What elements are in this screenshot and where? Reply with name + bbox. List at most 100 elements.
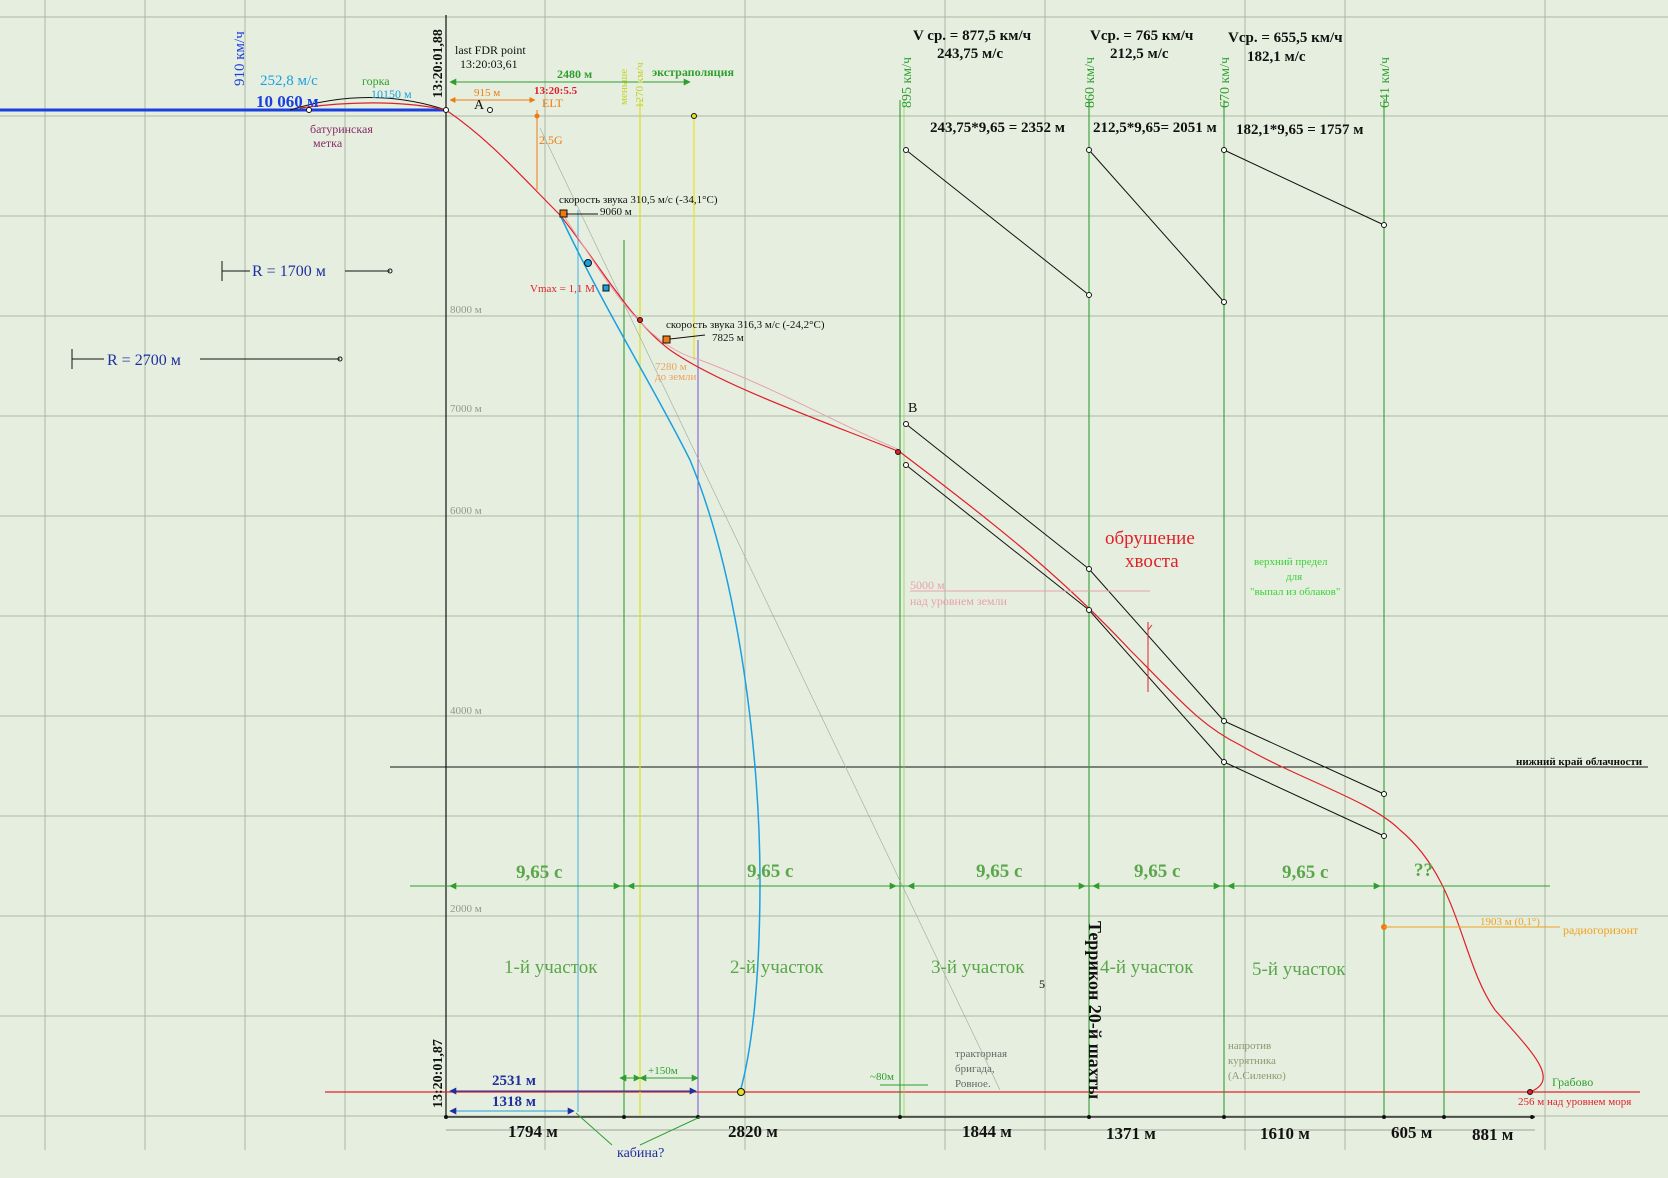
alt-mark-2000: 2000 м (450, 903, 482, 915)
avg-ms-2: 212,5 м/с (1110, 46, 1169, 62)
annotations: скорость звука 310,5 м/с (-34,1°C) 9060 … (530, 194, 1643, 1161)
speed-segments (905, 149, 1385, 837)
point-a-label: А (474, 98, 485, 113)
avg-ms-1: 243,75 м/с (937, 46, 1003, 62)
tail-collapse-1: обрушение (1105, 528, 1195, 549)
cloud-upper-1: верхний предел (1254, 556, 1328, 568)
time-interval-arrows (410, 78, 1550, 1086)
tractor-3: Ровное. (955, 1078, 991, 1090)
alt-9060: 9060 м (600, 206, 632, 218)
bottom-dist-1: 1794 м (508, 1122, 558, 1141)
segment-4: 4-й участок (1100, 957, 1194, 978)
hill-alt-label: 10150 м (371, 87, 412, 101)
vmax-label: Vmax = 1,1 M (530, 283, 595, 295)
alt-mark-4000: 4000 м (450, 705, 482, 717)
cloud-base-label: нижний край облачности (1516, 756, 1643, 768)
ground-distance-arrows (449, 1087, 697, 1115)
segment-3: 3-й участок (931, 957, 1025, 978)
dist-2531: 2531 м (492, 1073, 536, 1089)
time-top-label: 13:20:01,88 (431, 29, 446, 98)
time-interval-labels: 9,65 с 9,65 с 9,65 с 9,65 с 9,65 с ?? (516, 860, 1433, 883)
vline-label-860: 860 км/ч (1083, 57, 1098, 108)
avg-speed-3: Vср. = 655,5 км/ч (1228, 30, 1343, 46)
opposite-3: (А.Силенко) (1228, 1070, 1286, 1082)
minus80-label: ~80м (870, 1071, 894, 1083)
point-b-label: В (908, 401, 917, 416)
time-bottom-label: 13:20:01,87 (431, 1039, 446, 1108)
sound-speed-2: скорость звука 316,3 м/с (-24,2°C) (666, 319, 825, 331)
avg-ms-3: 182,1 м/с (1247, 49, 1306, 65)
elt-time-label: 13:20:5.5 (534, 85, 578, 97)
sound-speed-1: скорость звука 310,5 м/с (-34,1°C) (559, 194, 718, 206)
digit-5-label: 5 (1039, 977, 1045, 991)
distance-labels: 2531 м 1318 м 1794 м 2820 м 1844 м 1371 … (492, 1073, 1514, 1144)
trajectory-red (299, 102, 1544, 1093)
vline-label-895: 895 км/ч (900, 57, 915, 108)
altitude-10060-label: 10 060 м (256, 92, 319, 111)
interval-3: 9,65 с (976, 861, 1022, 882)
cloud-upper-3: "выпал из облаков" (1250, 586, 1340, 598)
trajectory-pink (559, 209, 901, 451)
radio-horizon-label: радиогоризонт (1563, 923, 1639, 937)
calc-1: 243,75*9,65 = 2352 м (930, 120, 1065, 136)
baturin-label-2: метка (313, 136, 343, 150)
hill-arc (289, 97, 447, 111)
interval-1: 9,65 с (516, 862, 562, 883)
segment-2: 2-й участок (730, 957, 824, 978)
bottom-dist-5: 1610 м (1260, 1124, 1310, 1143)
alt-mark-7000: 7000 м (450, 403, 482, 415)
segment-1: 1-й участок (504, 957, 598, 978)
interval-5: 9,65 с (1282, 862, 1328, 883)
bottom-dist-6: 605 м (1391, 1123, 1433, 1142)
segment-labels: 1-й участок 2-й участок 3-й участок 4-й … (504, 957, 1346, 980)
cabin-label: кабина? (617, 1146, 664, 1161)
cloud-upper-2: для (1286, 571, 1302, 583)
dist-915-label: 915 м (474, 87, 500, 99)
dist-1318: 1318 м (492, 1094, 536, 1110)
radio-alt-label: 1903 м (0,1°) (1480, 916, 1540, 928)
tractor-2: бригада, (955, 1063, 995, 1075)
to-ground: до земли (655, 371, 697, 383)
fdr-title: last FDR point (455, 43, 526, 57)
tractor-1: тракторная (955, 1048, 1007, 1060)
bottom-dist-7: 881 м (1472, 1125, 1514, 1144)
avg-speed-1: V ср. = 877,5 км/ч (913, 28, 1032, 44)
fdr-labels: last FDR point 13:20:03,61 915 м 13:20:5… (455, 43, 734, 147)
vline-label-670: 670 км/ч (1218, 57, 1233, 108)
plus150-label: +150м (648, 1065, 678, 1077)
vline-label-641: 641 км/ч (1378, 57, 1393, 108)
speed-252-label: 252,8 м/с (260, 73, 318, 89)
r-1700-label: R = 1700 м (252, 263, 326, 280)
g-load-label: 2.5G (539, 133, 563, 147)
less-label: меньше (618, 69, 630, 105)
extrapolation-label: экстраполяция (652, 65, 734, 79)
bottom-ticks (444, 1115, 1534, 1119)
opposite-2: курятника (1228, 1055, 1276, 1067)
avg-speed-2: Vср. = 765 км/ч (1090, 28, 1194, 44)
alt-mark-8000: 8000 м (450, 304, 482, 316)
alt-mark-6000: 6000 м (450, 505, 482, 517)
above-ground: над уровнем земли (910, 594, 1008, 608)
segment-5: 5-й участок (1252, 959, 1346, 980)
interval-4: 9,65 с (1134, 861, 1180, 882)
calc-2: 212,5*9,65= 2051 м (1093, 120, 1217, 136)
grabovo-label: Грабово (1552, 1075, 1593, 1089)
hill-label: горка (362, 74, 390, 88)
fdr-time: 13:20:03,61 (460, 57, 518, 71)
elt-label: ELT (542, 96, 564, 110)
dist-2480-label: 2480 м (557, 67, 592, 81)
cabin-trajectory (559, 214, 761, 1093)
sea-level-label: 256 м над уровнем моря (1518, 1096, 1631, 1108)
alt-7825: 7825 м (712, 332, 744, 344)
alt-7280: 7280 м (655, 361, 687, 373)
interval-6: ?? (1414, 860, 1433, 881)
interval-2: 9,65 с (747, 861, 793, 882)
bottom-dist-3: 1844 м (962, 1122, 1012, 1141)
altitude-marks: 8000 м 7000 м 6000 м 4000 м 2000 м (450, 304, 482, 915)
radius-bars (71, 261, 390, 369)
bottom-distance-scale (446, 1116, 1535, 1131)
opposite-1: напротив (1228, 1040, 1271, 1052)
speed-blocks: 895 км/ч 860 км/ч 670 км/ч 641 км/ч V ср… (900, 28, 1393, 138)
terrikon-label: Террикон 20-й шахты (1085, 921, 1105, 1099)
